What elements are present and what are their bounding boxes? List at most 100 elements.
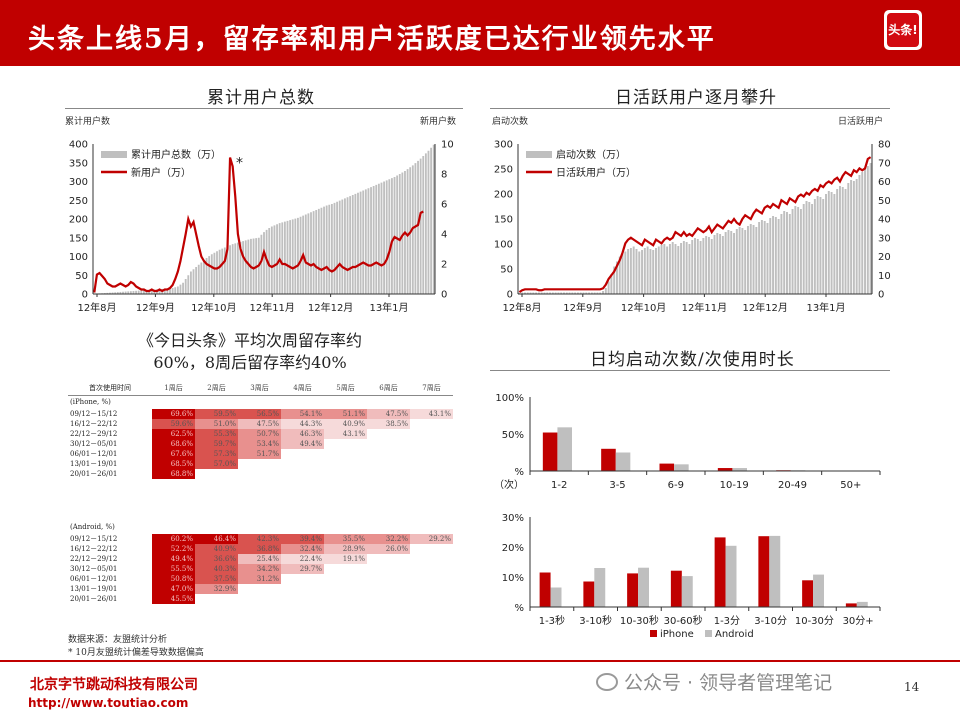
bar [766, 223, 769, 294]
table-row-label: 30/12－05/01 [70, 565, 118, 573]
bar [244, 240, 247, 294]
iphone-retention-table: 首次使用时间 1周后 2周后 3周后 4周后 5周后 6周后 7周后 (iPhone, %) 09… [68, 382, 453, 479]
table-cell [238, 584, 281, 594]
x-tick-label: 12年8月 [77, 301, 116, 314]
bar-iphone [714, 537, 726, 607]
bar [320, 207, 323, 294]
bar [184, 279, 187, 294]
legend-bar-swatch [526, 151, 552, 158]
y-tick-label: 50 [75, 271, 88, 282]
table-cell: 36.6% [195, 554, 238, 564]
daily-active-users-chart: 0 50 100 150 200 250 300 0 10 20 30 40 50 60 70 80 12年8月… [494, 140, 891, 315]
bar [226, 246, 229, 294]
bar [674, 244, 677, 294]
legend-iphone-label: iPhone [660, 629, 694, 640]
table-row-label: 16/12－22/12 [70, 420, 118, 428]
bar [560, 292, 563, 294]
table-group-row: (iPhone, %) [68, 395, 453, 409]
table-header-cell: 6周后 [367, 382, 410, 396]
bar [388, 179, 391, 294]
bar [847, 183, 850, 294]
bar [171, 288, 174, 294]
bar [276, 224, 278, 294]
category-label: 1-3秒 [539, 614, 565, 627]
bar [585, 292, 588, 294]
bar [111, 292, 114, 294]
bar [523, 292, 526, 294]
bar [627, 249, 630, 294]
table-cell [410, 459, 453, 469]
bar [129, 291, 132, 294]
bar [349, 196, 352, 294]
table-cell: 60.2% [152, 534, 195, 544]
table-cell: 67.6% [152, 449, 195, 459]
y2-tick-label: 4 [441, 230, 447, 241]
table-cell [281, 449, 324, 459]
x-tick-label: 12年10月 [621, 301, 666, 314]
table-cell: 32.2% [367, 534, 410, 544]
y-tick-label: 10% [502, 573, 524, 584]
table-cell: 54.1% [281, 409, 324, 419]
table-header-cell: 7周后 [410, 382, 453, 396]
category-label: 3-10分 [754, 615, 787, 627]
table-cell: 44.3% [281, 419, 324, 429]
company-url[interactable]: http://www.toutiao.com [28, 696, 189, 710]
bar [724, 232, 727, 294]
bar [325, 205, 328, 294]
table-cell [410, 419, 453, 429]
bar [579, 292, 582, 294]
bar-iphone [845, 603, 857, 607]
bar [571, 292, 574, 294]
bar [529, 292, 532, 294]
y-tick-label: 400 [69, 140, 88, 151]
bar-iphone [758, 536, 770, 607]
page-number: 14 [904, 680, 920, 694]
y-tick-label: 0 [507, 290, 513, 301]
table-row: 13/01－19/01 68.5% 57.0% [68, 459, 453, 469]
panel1-left-axis-label: 累计用户数 [65, 117, 111, 127]
bar [852, 181, 855, 294]
bar [526, 292, 529, 294]
bar-android [813, 574, 824, 607]
table-row-label: 16/12－22/12 [70, 545, 118, 553]
x-tick-label: 12年12月 [742, 301, 787, 314]
bar [769, 218, 772, 294]
table-row-label: 22/12－29/12 [70, 430, 118, 438]
table-row: 16/12－22/12 52.2% 40.9% 36.8% 32.4% 28.9% 26.0… [68, 544, 453, 554]
bar [794, 206, 797, 294]
x-tick-label: 13年1月 [369, 301, 408, 314]
panel1-underline [65, 108, 463, 109]
bar [799, 209, 802, 294]
table-cell [410, 429, 453, 439]
bar [652, 250, 655, 294]
table-cell: 37.5% [195, 574, 238, 584]
bar [830, 192, 833, 294]
table-header-cell: 1周后 [152, 382, 195, 396]
y-tick-label: 100 [69, 252, 88, 263]
bar [140, 290, 143, 294]
bar [344, 198, 346, 294]
bar [357, 192, 359, 294]
bar [119, 291, 122, 294]
bar [150, 289, 153, 294]
bar [406, 169, 409, 294]
bar [721, 236, 724, 294]
bar-android [732, 468, 747, 471]
table-cell [195, 469, 238, 479]
y-tick-label: 50% [502, 430, 524, 441]
retention-heading-line1: 《今日头条》平均次周留存率约 [137, 331, 362, 350]
bar [521, 292, 524, 294]
bar [315, 210, 318, 294]
table-cell: 32.4% [281, 544, 324, 554]
table-row-label: 06/01－12/01 [70, 575, 118, 583]
y-tick-label: % [514, 603, 524, 614]
bar-android [550, 587, 562, 607]
table-cell [281, 584, 324, 594]
category-label: 30-60秒 [664, 614, 703, 627]
table-cell [324, 439, 367, 449]
table-cell [410, 469, 453, 479]
bar [660, 245, 663, 294]
table-cell: 53.4% [238, 439, 281, 449]
bar [696, 239, 699, 294]
table-cell: 40.9% [324, 419, 367, 429]
